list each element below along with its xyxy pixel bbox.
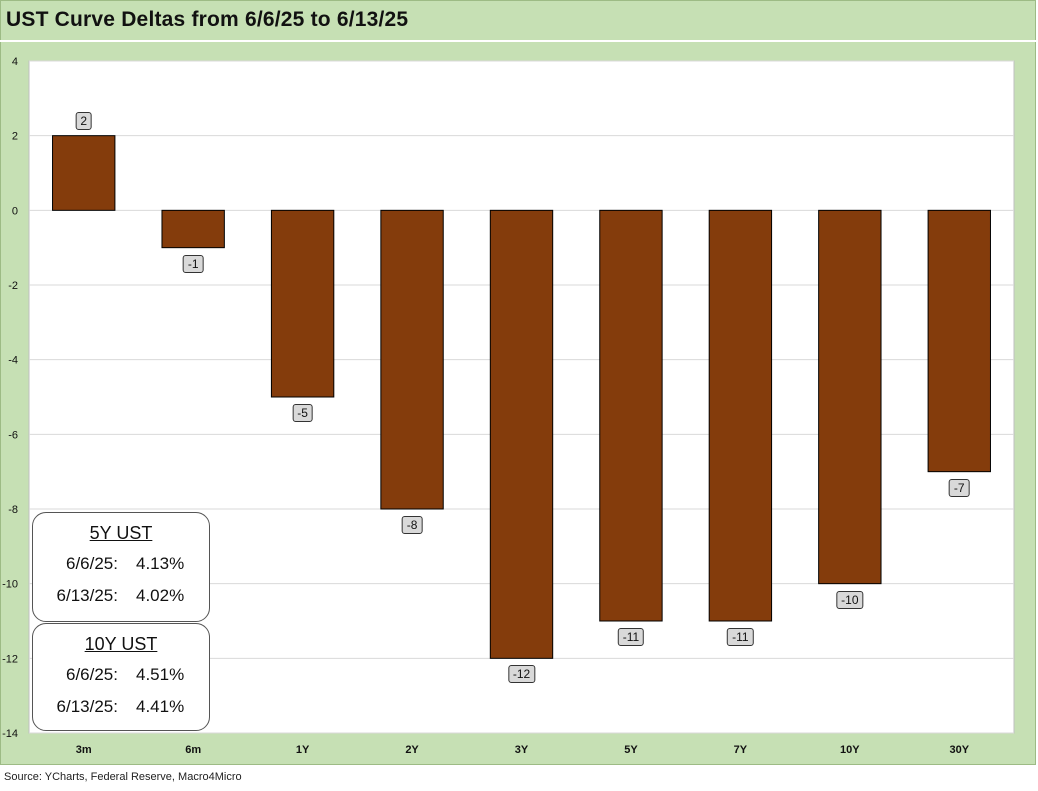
x-tick-label: 7Y bbox=[734, 744, 748, 756]
data-label-3m: 2 bbox=[75, 111, 93, 130]
bar-30Y bbox=[927, 209, 991, 473]
title-divider bbox=[0, 40, 1036, 42]
y-tick-label: 2 bbox=[12, 131, 18, 143]
data-label-1Y: -5 bbox=[292, 404, 313, 422]
data-label-30Y: -7 bbox=[948, 478, 970, 497]
ust-5y-box: 5Y UST 6/6/25: 4.13% 6/13/25: 4.02% bbox=[32, 512, 210, 622]
y-tick-label: -12 bbox=[2, 653, 18, 665]
ust-5y-row-curr: 6/13/25: 4.02% bbox=[33, 580, 209, 612]
ust-10y-row-curr: 6/13/25: 4.41% bbox=[33, 691, 209, 723]
bar-6m bbox=[161, 209, 225, 249]
bar-5Y bbox=[599, 209, 663, 622]
bar-7Y bbox=[708, 209, 773, 622]
ust-10y-curr-yield: 4.41% bbox=[136, 697, 185, 716]
y-tick-label: -6 bbox=[8, 429, 18, 441]
chart-title: UST Curve Deltas from 6/6/25 to 6/13/25 bbox=[6, 8, 409, 31]
ust-5y-row-prev: 6/6/25: 4.13% bbox=[33, 548, 209, 580]
x-tick-label: 2Y bbox=[405, 744, 419, 756]
ust-5y-prev-date: 6/6/25: bbox=[66, 554, 118, 573]
y-tick-label: -2 bbox=[8, 280, 18, 292]
ust-10y-row-prev: 6/6/25: 4.51% bbox=[33, 659, 209, 691]
data-label-2Y: -8 bbox=[401, 516, 423, 534]
x-tick-label: 3m bbox=[76, 744, 92, 756]
x-tick-label: 5Y bbox=[624, 744, 638, 756]
data-label-5Y: -11 bbox=[617, 628, 645, 646]
x-tick-label: 30Y bbox=[949, 744, 969, 756]
ust-5y-curr-date: 6/13/25: bbox=[56, 586, 118, 605]
y-tick-label: -4 bbox=[8, 355, 18, 367]
ust-10y-curr-date: 6/13/25: bbox=[56, 697, 118, 716]
ust-5y-curr-yield: 4.02% bbox=[136, 586, 185, 605]
data-label-7Y: -11 bbox=[727, 628, 754, 646]
x-tick-label: 1Y bbox=[296, 744, 310, 756]
y-tick-label: -14 bbox=[2, 728, 18, 740]
data-label-3Y: -12 bbox=[507, 665, 536, 684]
bar-3m bbox=[52, 135, 116, 211]
ust-10y-box: 10Y UST 6/6/25: 4.51% 6/13/25: 4.41% bbox=[32, 623, 210, 731]
y-tick-label: -10 bbox=[2, 579, 18, 591]
bar-10Y bbox=[818, 209, 882, 585]
x-tick-label: 3Y bbox=[515, 744, 529, 756]
y-tick-label: 4 bbox=[12, 56, 18, 68]
y-tick-label: -8 bbox=[8, 504, 18, 516]
data-label-10Y: -10 bbox=[836, 590, 864, 609]
ust-5y-prev-yield: 4.13% bbox=[136, 554, 185, 573]
y-tick-label: 0 bbox=[12, 205, 18, 217]
data-label-6m: -1 bbox=[182, 254, 204, 273]
x-tick-label: 6m bbox=[185, 744, 201, 756]
ust-10y-prev-yield: 4.51% bbox=[136, 665, 185, 684]
source-note: Source: YCharts, Federal Reserve, Macro4… bbox=[4, 771, 242, 783]
bar-2Y bbox=[380, 209, 444, 510]
ust-10y-prev-date: 6/6/25: bbox=[66, 665, 118, 684]
ust-5y-box-title: 5Y UST bbox=[89, 523, 153, 543]
x-tick-label: 10Y bbox=[840, 744, 860, 756]
bar-1Y bbox=[270, 209, 335, 398]
ust-10y-box-title: 10Y UST bbox=[84, 634, 158, 654]
bar-3Y bbox=[489, 209, 554, 659]
